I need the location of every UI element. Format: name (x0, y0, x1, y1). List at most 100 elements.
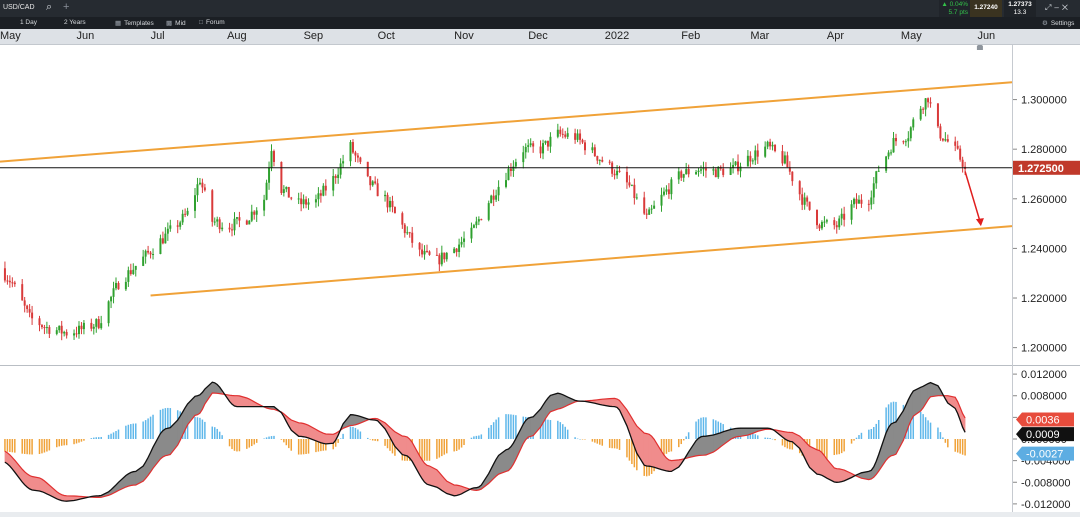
hist-bar-neg (423, 439, 426, 461)
candle-up (475, 221, 478, 226)
fill-segment (350, 414, 354, 426)
templates-button[interactable]: ▦ Templates (115, 19, 154, 27)
candle-up (342, 161, 345, 164)
expand-icon[interactable]: ⤢ (1045, 3, 1055, 12)
candle-up (445, 252, 448, 260)
fill-segment (611, 398, 615, 407)
candle-up (58, 325, 61, 331)
histogram-tag-label: -0.0027 (1026, 449, 1063, 461)
hist-bar-pos (924, 417, 927, 439)
hist-bar-pos (216, 428, 218, 439)
candle-down (21, 284, 24, 301)
range-dropdown[interactable]: 2 Years (64, 19, 86, 26)
hist-bar-pos (95, 437, 98, 439)
candle-up (307, 202, 310, 205)
macd-chart[interactable]: 0.0120000.0080000.0040000.000000-0.00400… (0, 366, 1080, 512)
hist-bar-pos (749, 432, 752, 439)
fill-segment (515, 423, 524, 460)
candle-up (685, 169, 688, 175)
candle-down (280, 161, 283, 193)
hist-bar-pos (510, 414, 512, 439)
candle-up (77, 325, 80, 335)
hist-bar-pos (687, 432, 690, 439)
hist-bar-neg (48, 439, 51, 451)
hist-bar-neg (823, 439, 826, 464)
candle-up (423, 250, 426, 255)
hist-bar-pos (142, 421, 144, 439)
price-chart[interactable]: 1.200000 1.220000 1.240000 1.260000 1.280000… (0, 45, 1080, 365)
candle-up (371, 181, 374, 186)
candle-up (100, 323, 103, 329)
hist-bar-pos (186, 414, 189, 439)
close-icon[interactable]: ✕ (1061, 3, 1071, 12)
candle-up (505, 180, 507, 187)
candle-up (514, 162, 517, 167)
candle-down (374, 181, 377, 184)
bid-price: 1.27240 (974, 4, 998, 11)
candle-down (608, 161, 611, 163)
candle-up (388, 200, 391, 208)
month-tick-label: Jul (150, 30, 165, 42)
candle-down (48, 327, 51, 334)
hist-bar-neg (947, 439, 949, 448)
candle-up (317, 193, 320, 200)
fill-segment (426, 464, 430, 486)
fill-segment (456, 484, 460, 496)
current-price-label: 1.272500 (1018, 163, 1064, 175)
hist-bar-pos (576, 438, 579, 440)
search-icon[interactable]: ⌕ (46, 1, 53, 13)
channel-upper[interactable] (0, 81, 1013, 163)
candle-down (808, 201, 811, 210)
candle-up (216, 219, 219, 222)
fill-segment (29, 475, 33, 491)
fill-segment (234, 395, 238, 407)
candle-up (349, 142, 352, 162)
hist-bar-pos (769, 438, 771, 439)
candle-down (833, 220, 836, 226)
hist-bar-neg (307, 439, 310, 454)
price-type-button[interactable]: ▩ Mid (166, 19, 186, 27)
hist-bar-neg (853, 439, 855, 441)
settings-button[interactable]: ⚙ Settings (1042, 19, 1074, 27)
ask-price-button[interactable]: 1.27373 13.3 (1004, 0, 1036, 17)
timeframe-dropdown[interactable]: 1 Day (20, 19, 37, 26)
bid-price-button[interactable]: 1.27240 (970, 0, 1002, 17)
candle-up (944, 139, 947, 141)
month-tick-label: Feb (681, 30, 701, 42)
projection-arrow[interactable] (964, 171, 981, 222)
hist-bar-neg (391, 439, 394, 454)
hist-bar-neg (31, 439, 33, 455)
hist-bar-pos (110, 433, 112, 439)
channel-lower[interactable] (150, 225, 1013, 297)
fill-segment (352, 414, 356, 426)
hist-bar-pos (268, 436, 270, 439)
hist-bar-neg (4, 439, 6, 452)
candle-up (302, 199, 305, 205)
fill-segment (165, 427, 169, 457)
candle-down (574, 133, 577, 140)
hist-bar-neg (322, 439, 325, 451)
minimize-icon[interactable]: ‒ (1054, 3, 1062, 12)
symbol-label[interactable]: USD/CAD (3, 4, 35, 11)
fill-segment (668, 459, 672, 472)
hist-bar-pos (544, 419, 547, 439)
fill-segment (323, 432, 327, 445)
candle-up (322, 185, 325, 196)
candle-down (147, 250, 150, 253)
fill-segment (14, 459, 23, 483)
candle-up (297, 198, 300, 200)
plus-icon[interactable]: + (63, 1, 70, 13)
candle-up (339, 163, 342, 175)
forum-button[interactable]: □ Forum (199, 19, 225, 26)
hist-bar-pos (497, 417, 500, 439)
fill-segment (525, 417, 529, 441)
fill-segment (819, 449, 823, 476)
event-marker[interactable] (976, 45, 983, 50)
pane-divider[interactable] (0, 365, 1080, 366)
candle-down (418, 242, 421, 250)
hist-bar-pos (695, 421, 697, 439)
candle-down (228, 227, 231, 230)
hist-bar-neg (843, 439, 845, 452)
hist-bar-neg (386, 439, 389, 449)
candle-up (885, 156, 888, 171)
